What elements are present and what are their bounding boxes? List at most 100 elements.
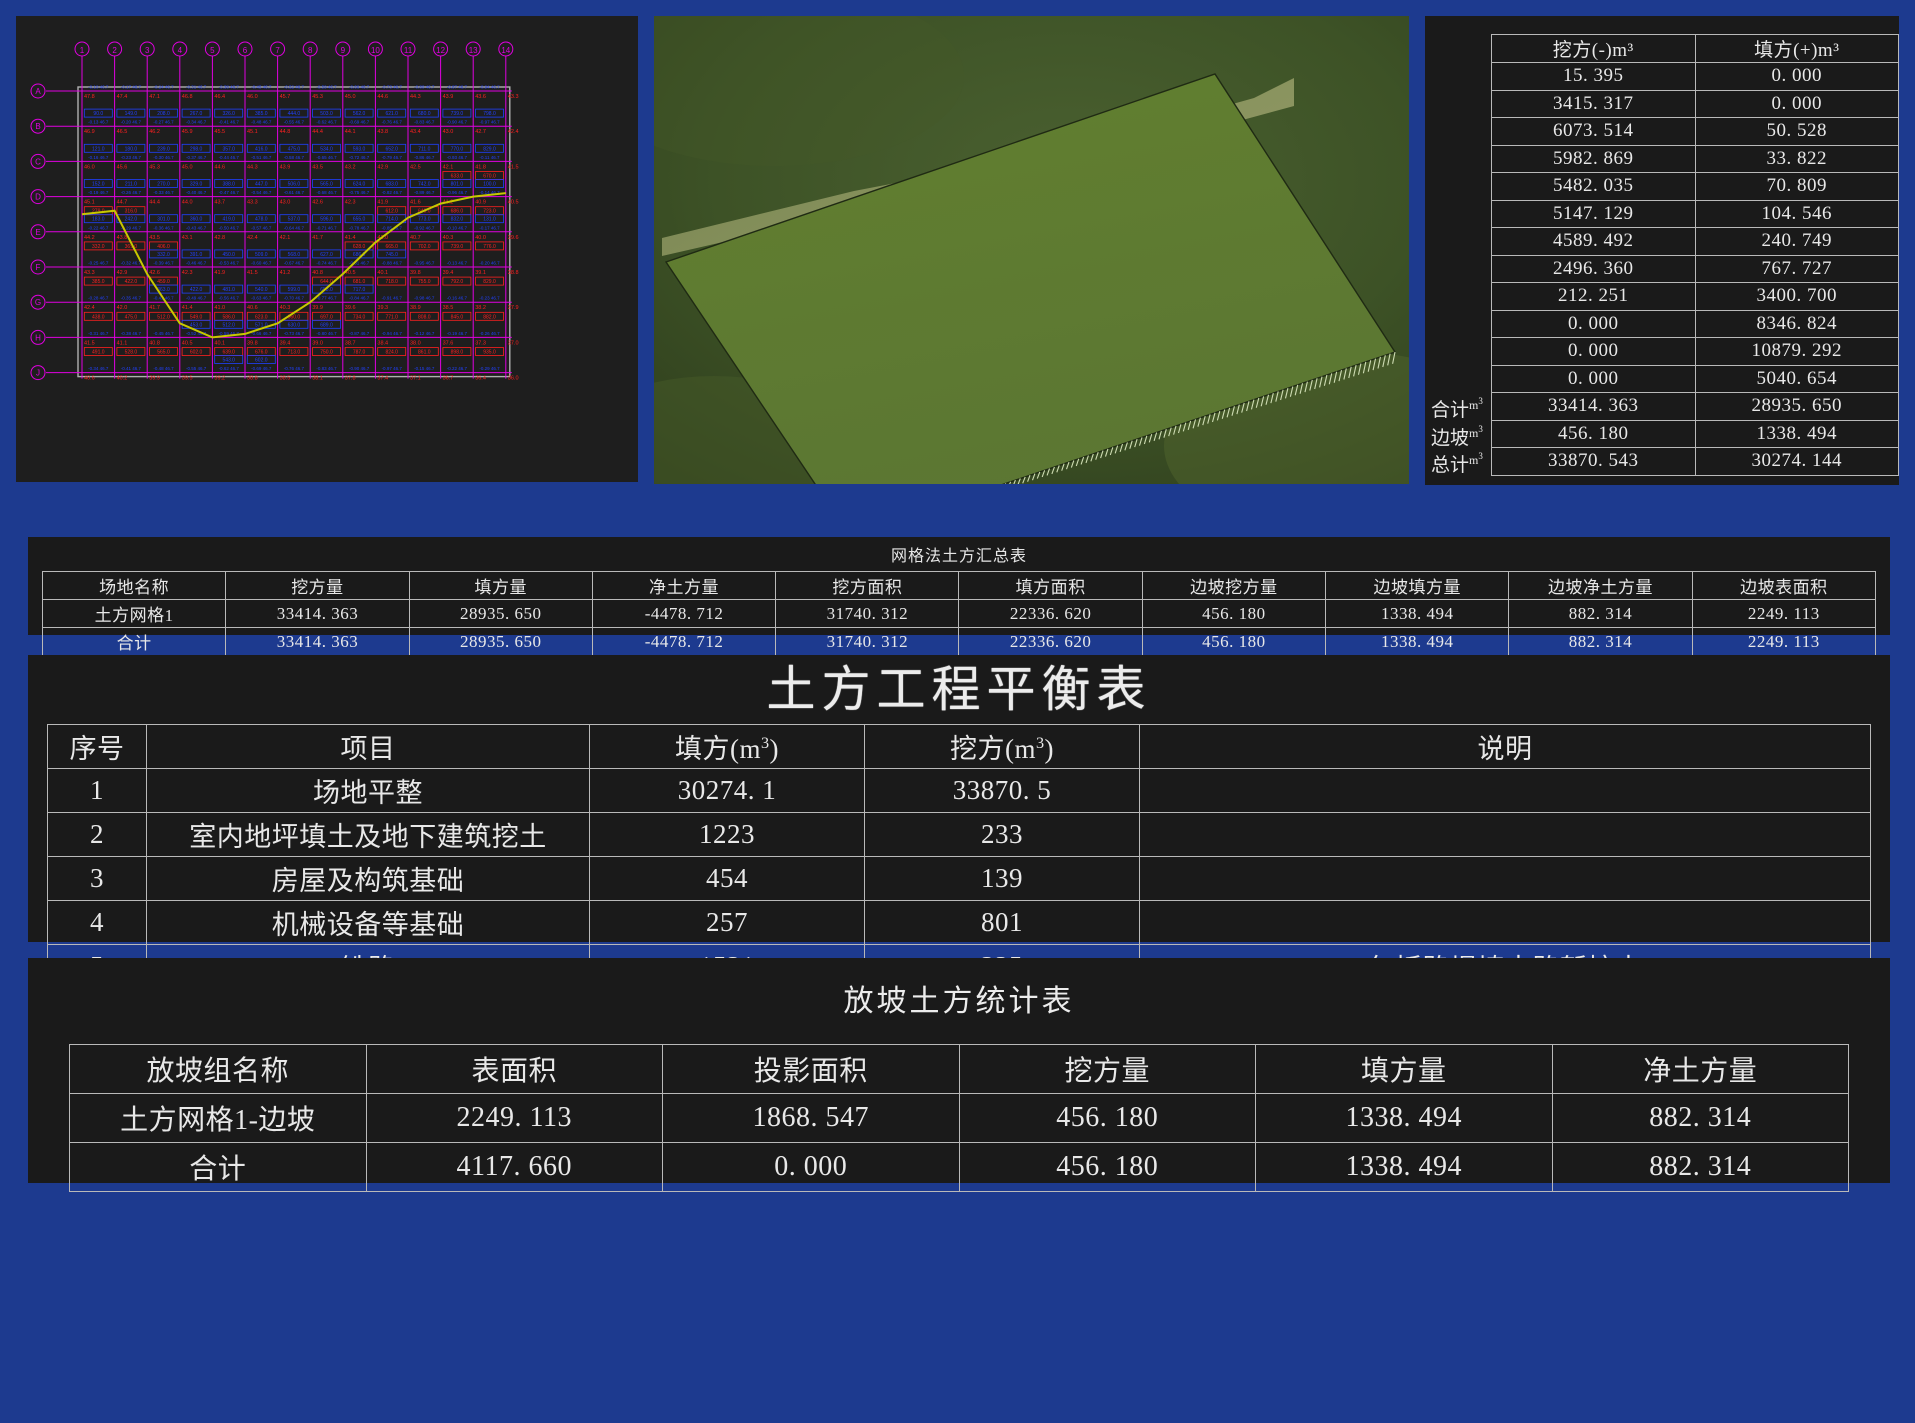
col-header-1: 表面积 bbox=[365, 1044, 663, 1094]
grid-corner-value: 45.3 bbox=[149, 164, 160, 170]
cell-fill-value: 450.0 bbox=[222, 252, 235, 258]
cell-fill-value: 453.0 bbox=[190, 322, 203, 328]
table-row: 土方网格1-边坡 2249. 113 1868. 547 456. 180 1338. … bbox=[69, 1093, 1849, 1143]
cell-fill-box bbox=[181, 108, 211, 118]
elevation-tick-label: -0.92 46.7 bbox=[414, 225, 435, 230]
grid-corner-value: 42.7 bbox=[475, 129, 486, 135]
grid-corner-value: 40.6 bbox=[247, 305, 258, 311]
cell-fill-box bbox=[149, 108, 178, 118]
cell-fill-box bbox=[279, 108, 309, 118]
elevation-tick-label: -0.61 46.7 bbox=[284, 190, 305, 195]
elevation-tick-label: -0.35 46.7 bbox=[121, 296, 142, 301]
axis-bubble-column bbox=[139, 41, 155, 57]
table-row: 15. 395 0. 000 bbox=[1491, 62, 1899, 91]
cell-fill-box bbox=[149, 143, 178, 153]
cell-fill-value: 658.0 bbox=[320, 287, 333, 293]
col-header-cut: 挖方(-)m³ bbox=[1491, 34, 1696, 63]
cell-cut-value: 776.0 bbox=[483, 244, 496, 250]
cell-fill-value: 301.0 bbox=[157, 217, 170, 223]
grid-corner-value: 36.4 bbox=[475, 376, 486, 382]
col-header-7: 边坡填方量 bbox=[1325, 571, 1510, 600]
cell-fill-box bbox=[442, 214, 472, 224]
elevation-tick-label: -0.31 46.7 bbox=[88, 331, 109, 336]
cell-cut-box bbox=[377, 311, 407, 321]
cell-cut-value: 771.0 bbox=[385, 314, 398, 320]
slope-hatch-lines bbox=[1004, 351, 1396, 484]
zero-balance-line bbox=[81, 192, 506, 339]
grid-corner-value: 40.5 bbox=[345, 270, 356, 276]
elevation-tick-label: -0.87 46.7 bbox=[349, 331, 370, 336]
cell-3: 33870. 5 bbox=[864, 767, 1140, 813]
grid-corner-value: 39.8 bbox=[410, 270, 421, 276]
elevation-tick-label: -0.23 46.7 bbox=[479, 296, 500, 301]
cell-fill-value: 444.0 bbox=[288, 111, 301, 117]
earthwork-balance-panel[interactable]: 土方工程平衡表 序号 项目 填方(m3) 挖方(m3) 说明 1 场地平整 30274. 1… bbox=[28, 655, 1890, 1165]
grid-corner-value: 42.1 bbox=[280, 235, 291, 241]
cell-cut: 33870. 543 bbox=[1491, 447, 1696, 476]
elevation-tick-label: -0.73 46.7 bbox=[284, 331, 305, 336]
col-header-0: 场地名称 bbox=[41, 571, 227, 600]
table-row: 5482. 035 70. 809 bbox=[1491, 172, 1899, 201]
axis-label-column: 14 bbox=[501, 46, 510, 55]
cell-fill-box bbox=[409, 143, 439, 153]
cell-cut-value: 660.0 bbox=[288, 314, 301, 320]
cad-grid-plan-panel[interactable]: 1 2 3 4 5 6 7 8 9 10 11 12 13 14 A B C D E F G H J -0.10 46.7 -0… bbox=[16, 16, 638, 482]
cell-fill-value: 447.0 bbox=[255, 182, 268, 188]
col-header-9: 边坡表面积 bbox=[1691, 571, 1877, 600]
cell-cut-value: 723.0 bbox=[483, 209, 496, 215]
grid-corner-value: 44.8 bbox=[280, 129, 291, 135]
cell-9: 2249. 113 bbox=[1691, 627, 1877, 656]
cell-fill-box bbox=[279, 214, 309, 224]
grid-corner-value: 37.6 bbox=[443, 340, 454, 346]
elevation-tick-label: -0.71 46.7 bbox=[316, 225, 337, 230]
cell-fill-box bbox=[344, 108, 374, 118]
cell-6: 456. 180 bbox=[1141, 627, 1327, 656]
grid-summary-panel[interactable]: 网格法土方汇总表 场地名称 挖方量 填方量 净土方量 挖方面积 填方面积 边坡挖方量 边坡填方… bbox=[28, 537, 1890, 656]
cell-cut-value: 406.0 bbox=[157, 244, 170, 250]
elevation-tick-label: -0.52 46.7 bbox=[186, 331, 207, 336]
elevation-tick-label: -0.16 46.7 bbox=[88, 155, 109, 160]
cell-2: 0. 000 bbox=[662, 1142, 960, 1192]
cell-fill-box bbox=[214, 179, 244, 188]
axis-bubble-row bbox=[30, 153, 46, 169]
cell-fill-box bbox=[214, 319, 244, 329]
elevation-tick-label: -0.55 46.7 bbox=[186, 366, 207, 371]
axis-label-column: 1 bbox=[80, 46, 85, 55]
cell-fill-box bbox=[246, 214, 276, 224]
grid-summary-table: 场地名称 挖方量 填方量 净土方量 挖方面积 填方面积 边坡挖方量 边坡填方量 边坡净土方量 边坡… bbox=[41, 571, 1877, 656]
grid-summary-title: 网格法土方汇总表 bbox=[890, 548, 1027, 565]
terrain-3d-view-panel[interactable] bbox=[654, 16, 1409, 484]
cell-fill-value: 100.0 bbox=[483, 182, 496, 188]
grid-corner-value: 45.6 bbox=[117, 164, 128, 170]
col-header-4: 填方量 bbox=[1255, 1044, 1553, 1094]
table-row: 合计 33414. 363 28935. 650 -4478. 712 31740. 3… bbox=[41, 627, 1877, 656]
cell-fill-box bbox=[312, 108, 341, 118]
cell-8: 882. 314 bbox=[1508, 627, 1693, 656]
grid-corner-value: 41.6 bbox=[410, 200, 421, 206]
cell-cut-box bbox=[83, 347, 113, 356]
cell-cut-value: 739.0 bbox=[451, 244, 464, 250]
elevation-tick-label: -0.34 46.7 bbox=[186, 120, 207, 125]
elevation-tick-label: -0.45 46.7 bbox=[251, 85, 272, 90]
footer-row-label: 边坡m3 bbox=[1431, 423, 1483, 449]
grid-corner-value: 41.5 bbox=[247, 270, 258, 276]
cell-0: 土方网格1 bbox=[41, 599, 227, 628]
cell-cut-box bbox=[377, 276, 407, 286]
cell-fill-box bbox=[246, 249, 276, 259]
col-header-3: 挖方(m3) bbox=[864, 723, 1140, 769]
table-footer-row: 33870. 543 30274. 144 bbox=[1491, 447, 1899, 476]
cell-fill-value: 326.0 bbox=[222, 111, 235, 117]
axis-bubble-row bbox=[30, 189, 46, 205]
cell-cut-box bbox=[442, 241, 472, 251]
cell-fill: 767. 727 bbox=[1694, 254, 1899, 283]
cell-3: 456. 180 bbox=[958, 1093, 1256, 1143]
elevation-tick-label: -0.94 46.7 bbox=[382, 331, 403, 336]
slope-statistics-panel[interactable]: 放坡土方统计表 放坡组名称 表面积 投影面积 挖方量 填方量 净土方量 土方网格1-边坡 2… bbox=[28, 958, 1890, 1192]
volume-list-panel[interactable]: 挖方(-)m³ 填方(+)m³ 15. 395 0. 000 3415. 317 0.… bbox=[1425, 16, 1899, 485]
cell-cut-value: 369.0 bbox=[125, 244, 138, 250]
elevation-tick-label: -0.23 46.7 bbox=[121, 155, 142, 160]
axis-label-column: 4 bbox=[178, 46, 183, 55]
cell-cut: 0. 000 bbox=[1491, 309, 1696, 338]
grid-corner-value: 42.6 bbox=[312, 200, 323, 206]
cell-fill-value: 208.0 bbox=[157, 111, 170, 117]
